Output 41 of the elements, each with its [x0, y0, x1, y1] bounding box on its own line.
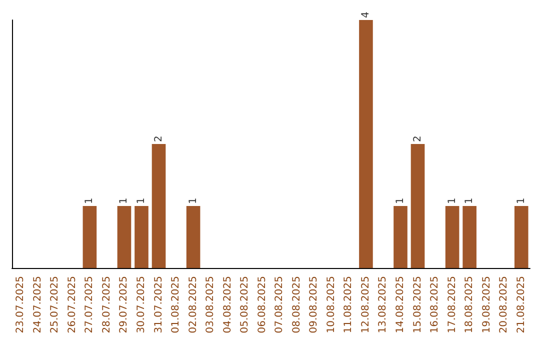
x-tick-label: 31.07.2025	[153, 276, 164, 334]
x-tick-label: 18.08.2025	[464, 276, 476, 334]
x-tick-label: 20.08.2025	[498, 276, 510, 334]
data-label: 1	[446, 198, 458, 204]
data-label: 1	[118, 198, 130, 204]
x-tick-label: 02.08.2025	[188, 276, 199, 334]
x-tick-label: 17.08.2025	[446, 276, 458, 334]
data-label: 2	[153, 136, 164, 142]
x-tick-label: 05.08.2025	[240, 276, 251, 334]
x-tick-label: 12.08.2025	[360, 276, 372, 334]
x-tick-label: 15.08.2025	[412, 276, 424, 334]
x-tick-label: 14.08.2025	[395, 276, 406, 334]
x-tick-label: 19.08.2025	[481, 276, 492, 334]
x-tick-label: 01.08.2025	[170, 276, 182, 334]
x-tick-label: 06.08.2025	[256, 276, 268, 334]
x-tick-label: 16.08.2025	[430, 276, 441, 334]
x-tick-label: 10.08.2025	[326, 276, 337, 334]
data-label: 2	[412, 136, 424, 142]
x-tick-label: 23.07.2025	[15, 276, 26, 334]
data-label: 1	[464, 198, 476, 204]
x-tick-label: 04.08.2025	[222, 276, 234, 334]
data-label: 1	[395, 198, 406, 204]
x-tick-label: 27.07.2025	[84, 276, 96, 334]
data-label: 1	[84, 198, 96, 204]
data-label: 1	[136, 198, 147, 204]
x-tick-label: 21.08.2025	[516, 276, 527, 334]
x-tick-label: 28.07.2025	[101, 276, 112, 334]
x-tick-label: 13.08.2025	[378, 276, 389, 334]
x-tick-label: 08.08.2025	[291, 276, 302, 334]
x-tick-label: 30.07.2025	[136, 276, 147, 334]
data-label: 1	[516, 198, 527, 204]
x-tick-label: 11.08.2025	[343, 276, 354, 334]
x-tick-label: 09.08.2025	[308, 276, 320, 334]
x-tick-label: 26.07.2025	[66, 276, 78, 334]
data-label: 4	[360, 12, 372, 18]
x-tick-label: 07.08.2025	[274, 276, 286, 334]
x-tick-label: 25.07.2025	[50, 276, 61, 334]
x-tick-label: 29.07.2025	[118, 276, 130, 334]
x-tick-label: 24.07.2025	[32, 276, 44, 334]
data-label: 1	[188, 198, 199, 204]
x-tick-label: 03.08.2025	[205, 276, 216, 334]
